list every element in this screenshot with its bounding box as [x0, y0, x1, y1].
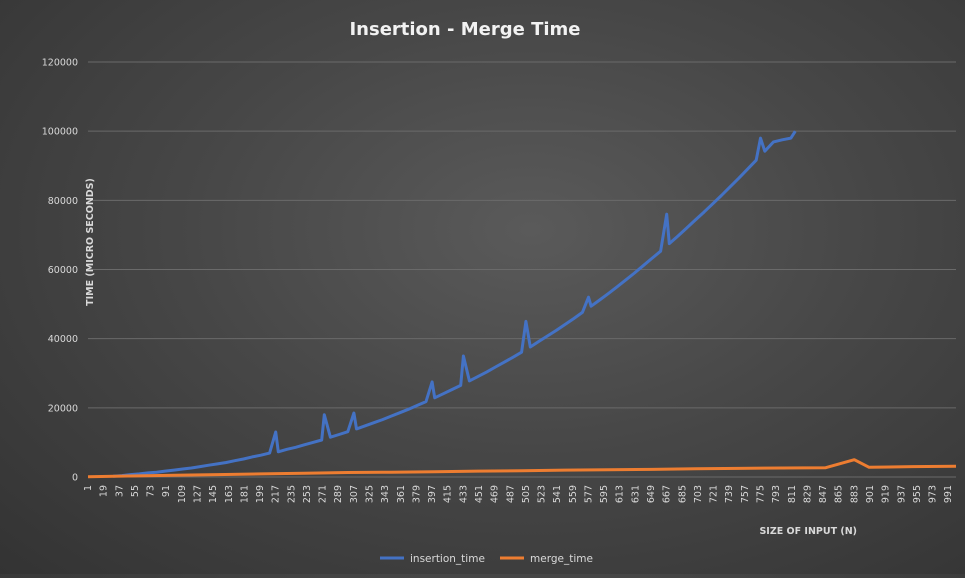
x-tick-label: 91: [161, 485, 172, 497]
x-tick-label: 469: [490, 485, 501, 503]
x-tick-label: 145: [208, 485, 219, 503]
x-tick-label: 451: [474, 485, 485, 503]
y-tick-label: 100000: [42, 127, 78, 138]
x-tick-label: 541: [552, 485, 563, 503]
x-tick-label: 793: [771, 485, 782, 503]
y-tick-label: 60000: [48, 265, 78, 276]
x-tick-label: 955: [912, 485, 923, 503]
x-tick-label: 55: [130, 485, 141, 497]
x-tick-label: 307: [349, 485, 360, 503]
x-tick-label: 487: [505, 485, 516, 503]
x-tick-label: 289: [333, 485, 344, 503]
x-tick-label: 757: [740, 485, 751, 503]
gridlines: [88, 61, 956, 478]
x-tick-label: 433: [458, 485, 469, 503]
x-tick-label: 235: [286, 485, 297, 503]
x-tick-label: 919: [881, 485, 892, 503]
x-tick-label: 199: [255, 485, 266, 503]
x-tick-label: 379: [411, 485, 422, 503]
x-tick-label: 649: [646, 485, 657, 503]
x-tick-label: 775: [756, 485, 767, 503]
x-tick-label: 109: [177, 485, 188, 503]
x-tick-label: 37: [114, 485, 125, 497]
x-tick-label: 973: [928, 485, 939, 503]
y-axis-ticks: 0 20000 40000 60000 80000 100000 120000: [42, 58, 78, 484]
x-tick-label: 847: [818, 485, 829, 503]
x-tick-label: 73: [146, 485, 157, 497]
y-tick-label: 120000: [42, 58, 78, 69]
x-tick-label: 253: [302, 485, 313, 503]
x-tick-label: 325: [365, 485, 376, 503]
y-tick-label: 0: [72, 473, 78, 484]
x-tick-label: 343: [380, 485, 391, 503]
x-tick-label: 991: [943, 485, 954, 503]
series-line-merge-time: [87, 458, 957, 479]
x-tick-label: 505: [521, 485, 532, 503]
x-tick-label: 937: [896, 485, 907, 503]
x-tick-label: 559: [568, 485, 579, 503]
y-tick-label: 20000: [48, 403, 78, 414]
x-tick-label: 1: [83, 485, 94, 491]
x-tick-label: 901: [865, 485, 876, 503]
y-axis-title: TIME (MICRO SECONDS): [85, 178, 96, 306]
x-tick-label: 523: [537, 485, 548, 503]
x-tick-label: 829: [802, 485, 813, 503]
legend: insertion_time merge_time: [380, 553, 593, 565]
series-lines: [87, 130, 957, 479]
x-tick-label: 271: [318, 485, 329, 503]
x-tick-label: 685: [677, 485, 688, 503]
x-axis-ticks: 1 19 37 55 73 91 109 127 145 163 181 199 217 235 253 27…: [83, 485, 954, 503]
x-tick-label: 703: [693, 485, 704, 503]
series-line-insertion-time: [113, 130, 797, 478]
x-tick-label: 613: [615, 485, 626, 503]
x-tick-label: 127: [192, 485, 203, 503]
x-tick-label: 163: [224, 485, 235, 503]
x-tick-label: 883: [849, 485, 860, 503]
x-tick-label: 577: [583, 485, 594, 503]
x-tick-label: 19: [99, 485, 110, 497]
x-tick-label: 667: [662, 485, 673, 503]
legend-label-merge: merge_time: [530, 553, 593, 565]
x-tick-label: 811: [787, 485, 798, 503]
x-tick-label: 361: [396, 485, 407, 503]
x-tick-label: 397: [427, 485, 438, 503]
x-tick-label: 181: [239, 485, 250, 503]
x-tick-label: 739: [724, 485, 735, 503]
legend-label-insertion: insertion_time: [410, 553, 485, 565]
y-tick-label: 80000: [48, 196, 78, 207]
x-tick-label: 631: [630, 485, 641, 503]
x-axis-title: SIZE OF INPUT (N): [759, 526, 857, 537]
x-tick-label: 865: [834, 485, 845, 503]
x-tick-label: 217: [271, 485, 282, 503]
x-tick-label: 595: [599, 485, 610, 503]
y-tick-label: 40000: [48, 334, 78, 345]
x-tick-label: 721: [709, 485, 720, 503]
x-tick-label: 415: [443, 485, 454, 503]
chart-title: Insertion - Merge Time: [349, 19, 580, 40]
